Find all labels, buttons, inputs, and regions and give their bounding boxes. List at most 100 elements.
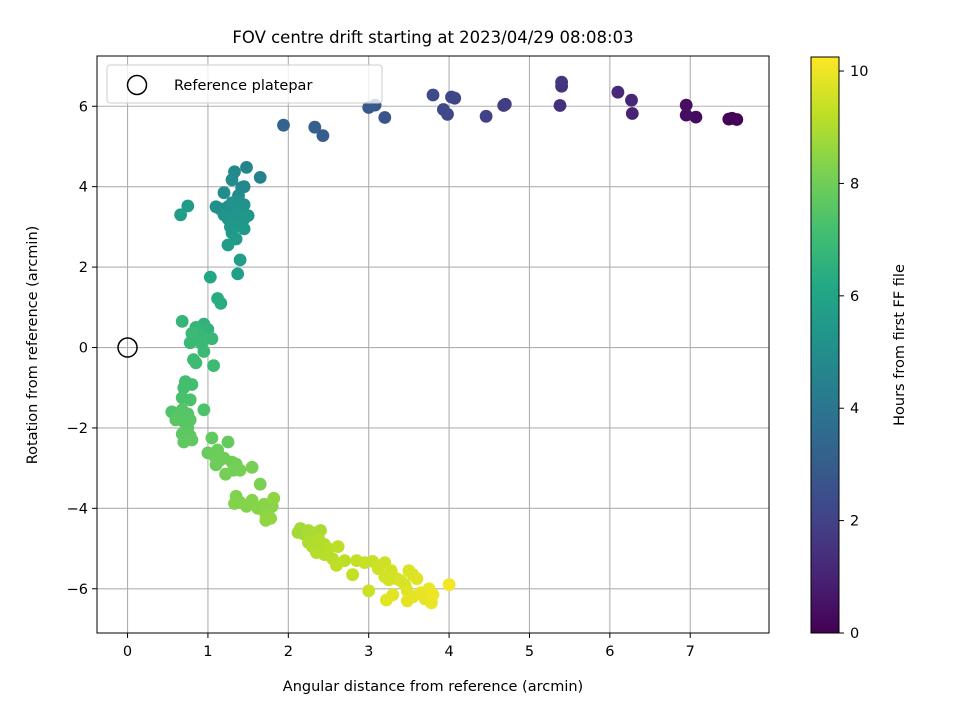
data-point	[725, 111, 739, 125]
data-point	[177, 381, 191, 395]
data-point	[197, 345, 211, 358]
data-point	[445, 90, 458, 104]
data-point	[221, 238, 235, 252]
data-point	[553, 99, 567, 112]
data-point	[169, 413, 183, 427]
y-tick-label: −2	[67, 421, 88, 437]
colorbar-tick-label: 2	[850, 514, 859, 530]
colorbar-label: Hours from first FF file	[892, 264, 908, 426]
data-point	[426, 588, 440, 602]
data-point	[442, 578, 456, 592]
reference-point-marker	[117, 337, 138, 358]
data-points	[165, 75, 744, 610]
data-point	[322, 542, 335, 555]
data-point	[233, 253, 247, 267]
data-point	[689, 110, 703, 124]
data-point	[308, 120, 322, 134]
data-point	[426, 88, 440, 102]
data-point	[253, 477, 267, 491]
data-point	[410, 572, 424, 586]
colorbar-ticks: 0 2 4 6 8 10	[839, 64, 868, 642]
legend: Reference platepar	[106, 64, 383, 104]
x-tick-label: 2	[284, 644, 293, 660]
data-point	[225, 173, 239, 187]
y-tick-label: −4	[67, 501, 88, 517]
data-point	[555, 75, 568, 89]
colorbar-gradient	[810, 56, 840, 634]
data-point	[277, 118, 290, 132]
data-point	[259, 514, 273, 527]
y-axis-label: Rotation from reference (arcmin)	[25, 226, 41, 465]
x-tick-label: 1	[203, 644, 212, 660]
data-point	[611, 85, 625, 99]
data-point	[217, 186, 231, 200]
x-tick-label: 0	[123, 644, 132, 660]
data-point	[228, 497, 241, 510]
data-point	[679, 108, 693, 122]
y-tick-label: 2	[79, 260, 88, 276]
data-point	[380, 593, 393, 607]
data-point	[240, 161, 253, 174]
x-tick-label: 7	[686, 644, 695, 660]
data-point	[185, 433, 199, 447]
data-point	[174, 208, 188, 222]
x-tick-label: 5	[525, 644, 534, 660]
data-point	[237, 198, 251, 212]
data-point	[205, 431, 219, 445]
data-point	[362, 584, 376, 598]
data-point	[267, 491, 281, 505]
y-tick-label: 6	[79, 99, 88, 115]
data-point	[253, 171, 267, 184]
chart-title: FOV centre drift starting at 2023/04/29 …	[232, 28, 633, 47]
colorbar-tick-label: 8	[850, 176, 859, 192]
data-point	[185, 327, 199, 340]
legend-marker-icon	[126, 74, 148, 96]
grid-lines	[97, 56, 769, 633]
data-point	[207, 359, 221, 372]
plot-frame	[96, 55, 770, 634]
data-point	[378, 111, 392, 124]
data-point	[437, 103, 450, 116]
data-point	[181, 199, 195, 213]
colorbar-tick-label: 4	[850, 401, 859, 417]
colorbar-tick-label: 6	[850, 289, 859, 305]
y-tick-label: 4	[79, 180, 88, 196]
data-point	[231, 267, 245, 281]
data-point	[237, 222, 251, 236]
data-point	[175, 315, 189, 328]
y-tick-label: −6	[67, 582, 88, 598]
axis-ticks: 0 1 2 3 4 5 6 7 −6 −4 −2 0 2 4 6	[67, 99, 695, 660]
data-point	[205, 332, 219, 346]
data-point	[189, 356, 203, 370]
x-tick-label: 6	[605, 644, 614, 660]
data-point	[233, 463, 247, 477]
colorbar-tick-label: 10	[850, 64, 868, 80]
x-axis-label: Angular distance from reference (arcmin)	[283, 679, 583, 695]
data-point	[203, 270, 217, 284]
data-point	[316, 129, 330, 143]
legend-box	[106, 64, 383, 104]
data-point	[214, 296, 228, 310]
colorbar-tick-label: 0	[850, 626, 859, 642]
data-point	[221, 435, 235, 449]
legend-entry-reference: Reference platepar	[174, 78, 312, 94]
data-point	[219, 467, 233, 481]
data-point	[330, 559, 343, 572]
data-point	[625, 93, 638, 107]
data-point	[183, 393, 197, 407]
x-tick-label: 4	[444, 644, 453, 660]
data-point	[679, 98, 693, 112]
data-point	[197, 403, 211, 417]
data-point	[497, 99, 511, 112]
data-point	[245, 460, 259, 474]
data-point	[625, 107, 639, 120]
data-point	[331, 540, 345, 553]
x-tick-label: 3	[364, 644, 373, 660]
colorbar: 0 2 4 6 8 10 Hours from first FF file	[810, 56, 908, 642]
data-point	[346, 568, 359, 582]
data-point	[479, 109, 493, 123]
y-tick-label: 0	[79, 341, 88, 357]
data-point	[362, 101, 376, 114]
data-point	[241, 209, 255, 223]
